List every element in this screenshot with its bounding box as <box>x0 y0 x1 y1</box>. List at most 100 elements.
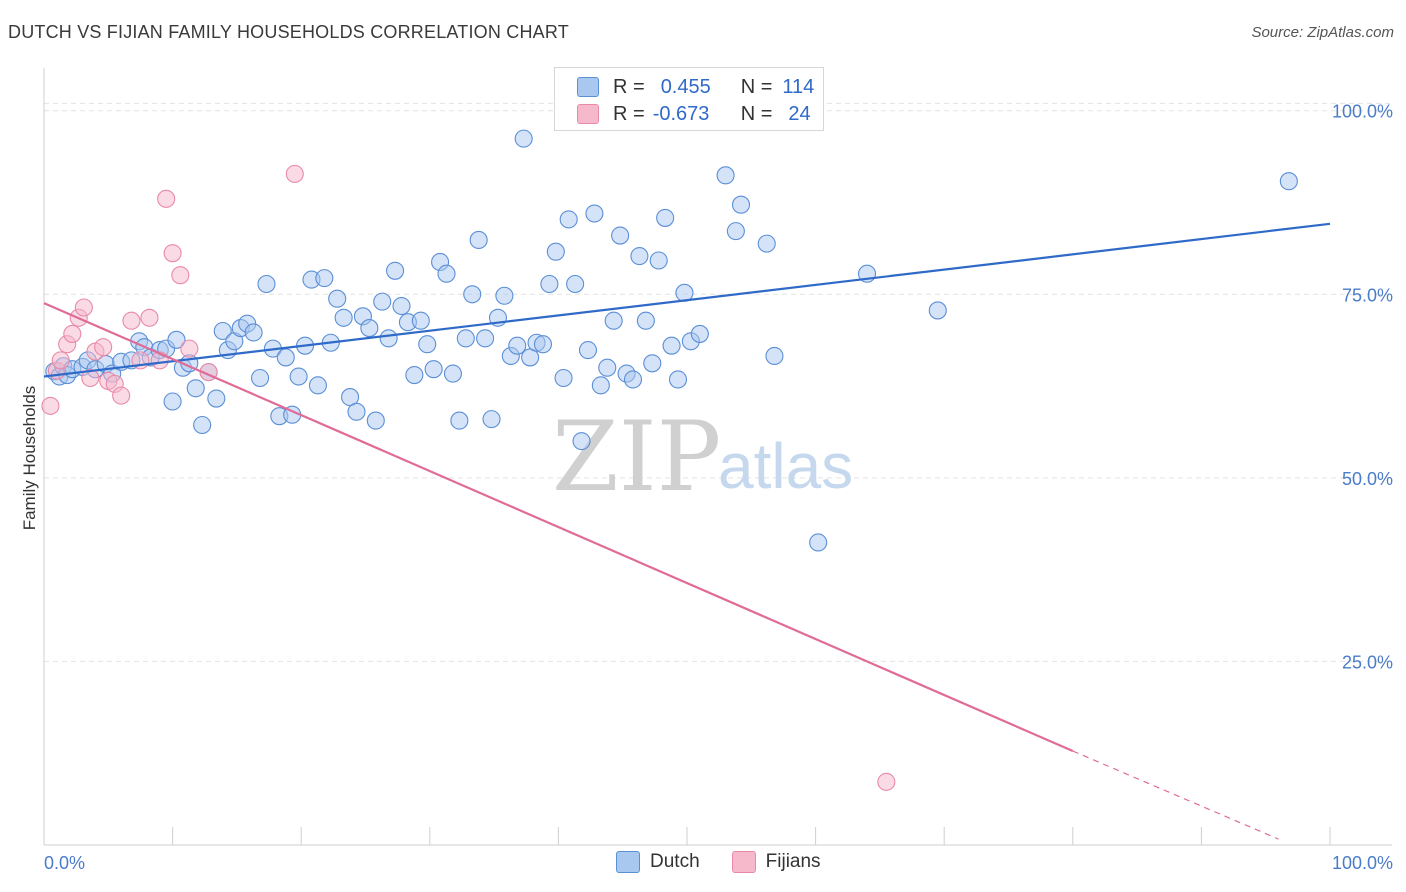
y-axis-label: Family Households <box>20 386 39 531</box>
legend-row-dutch: R = 0.455 N = 114 <box>577 74 814 100</box>
dutch-point <box>424 360 443 379</box>
fijian-point <box>285 164 304 183</box>
dutch-point <box>508 336 527 355</box>
fijian-point <box>140 308 159 327</box>
dutch-point <box>405 366 424 385</box>
x-tick-label-min: 0.0% <box>44 853 85 873</box>
n-label: N = <box>740 75 773 98</box>
fijian-point <box>74 298 93 317</box>
fijian-trend-line <box>43 302 1074 753</box>
dutch-point <box>643 354 662 373</box>
dutch-point <box>244 323 263 342</box>
r-label: R = <box>613 102 645 125</box>
series-legend: Dutch Fijians <box>616 851 853 873</box>
fijian-point <box>112 386 131 405</box>
fijian-trend-extension <box>1072 750 1279 840</box>
dutch-point <box>572 432 591 451</box>
dutch-point <box>360 319 379 338</box>
y-tick-label: 25.0% <box>1342 652 1393 672</box>
fijian-point <box>163 244 182 263</box>
dutch-point <box>731 195 751 214</box>
source-label: Source: ZipAtlas.com <box>1251 24 1394 41</box>
r-label: R = <box>613 75 645 98</box>
dutch-point <box>418 335 437 354</box>
y-tick-label: 50.0% <box>1342 469 1393 489</box>
dutch-point <box>578 341 598 360</box>
dutch-point <box>315 269 334 288</box>
fijian-n-value: 24 <box>788 102 811 125</box>
legend-row-fijians: R = -0.673 N = 24 <box>577 101 811 127</box>
dutch-point <box>1279 172 1298 191</box>
dutch-point <box>809 533 828 552</box>
dutch-point <box>482 410 501 429</box>
dutch-point <box>347 402 366 421</box>
dutch-point <box>469 230 488 249</box>
legend-item-fijians[interactable]: Fijians <box>731 851 821 873</box>
dutch-point <box>373 292 392 311</box>
watermark-zip: ZIP <box>552 401 721 513</box>
dutch-point <box>257 274 276 294</box>
dutch-point <box>566 274 585 294</box>
fijian-point <box>41 396 60 415</box>
dutch-point <box>649 251 668 270</box>
dutch-point <box>514 129 533 148</box>
dutch-trend-line <box>43 222 1331 378</box>
dutch-point <box>662 336 681 355</box>
dutch-point <box>656 208 675 227</box>
dutch-point <box>591 376 610 395</box>
dutch-n-value: 114 <box>782 75 815 98</box>
y-tick-labels: 25.0% 50.0% 75.0% 100.0% <box>1332 102 1393 673</box>
dutch-point <box>546 242 565 261</box>
dutch-point <box>443 364 462 383</box>
fijian-point <box>94 338 113 357</box>
dutch-point <box>604 311 623 330</box>
dutch-point <box>193 415 212 435</box>
fijian-point <box>171 266 190 285</box>
dutch-point <box>163 392 182 411</box>
fijian-point <box>81 368 100 388</box>
fijian-point <box>180 339 199 358</box>
y-tick-label: 75.0% <box>1342 285 1393 305</box>
dutch-point <box>289 367 308 386</box>
fijian-legend-swatch <box>731 851 756 873</box>
dutch-point <box>559 210 578 229</box>
dutch-point <box>250 368 270 388</box>
dutch-point <box>386 261 405 280</box>
dutch-point <box>207 389 226 408</box>
dutch-point <box>765 346 784 366</box>
dutch-point <box>630 247 649 266</box>
dutch-point <box>463 285 482 304</box>
fijian-legend-label: Fijians <box>765 851 821 872</box>
dutch-point <box>308 376 327 395</box>
dutch-point <box>379 329 398 348</box>
watermark-atlas: atlas <box>718 430 853 502</box>
dutch-point <box>276 348 295 367</box>
dutch-point <box>456 329 475 348</box>
dutch-point <box>928 301 947 320</box>
dutch-point <box>533 335 553 354</box>
n-label: N = <box>740 102 773 125</box>
x-tick-label-max: 100.0% <box>1332 853 1393 873</box>
fijian-point <box>122 311 141 330</box>
fijian-point <box>63 324 82 343</box>
fijian-point <box>51 351 70 370</box>
legend-item-dutch[interactable]: Dutch <box>616 851 700 873</box>
axes <box>43 68 1392 846</box>
dutch-swatch <box>577 77 599 97</box>
dutch-point <box>328 289 347 308</box>
dutch-point <box>334 308 353 327</box>
grid-lines <box>44 102 1392 662</box>
fijian-swatch <box>577 104 599 124</box>
dutch-point <box>585 204 604 223</box>
dutch-r-value: 0.455 <box>660 75 711 98</box>
dutch-point <box>554 368 573 388</box>
dutch-point <box>392 296 411 316</box>
trend-lines <box>43 222 1331 840</box>
dutch-point <box>450 411 469 430</box>
dutch-point <box>437 264 456 283</box>
dutch-point <box>476 329 495 348</box>
fijian-point <box>877 772 896 791</box>
dutch-point <box>540 274 559 294</box>
dutch-point <box>213 321 232 341</box>
